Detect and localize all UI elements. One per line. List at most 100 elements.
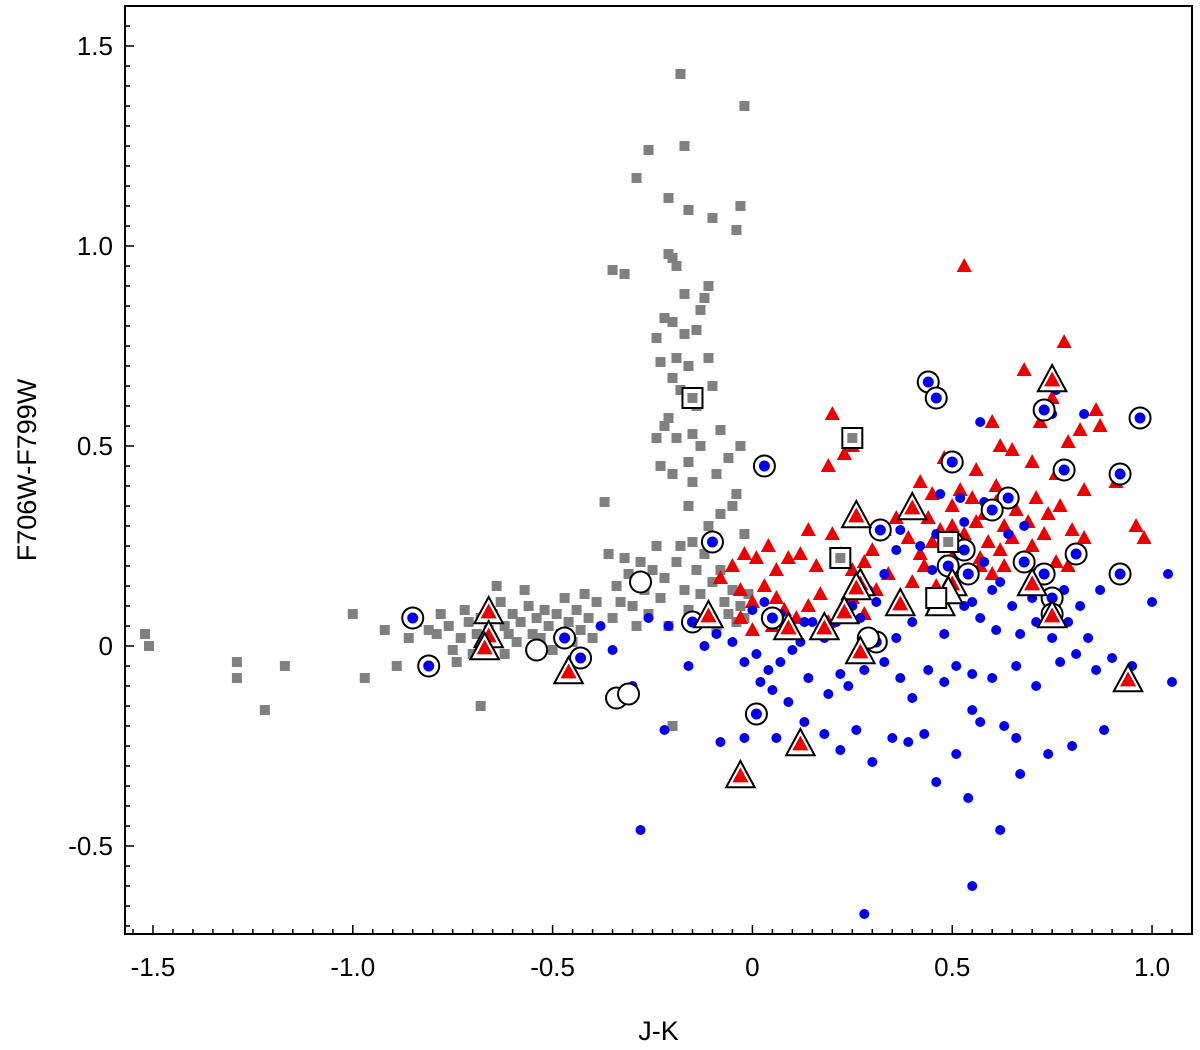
- grey-square-point: [587, 633, 598, 643]
- red-triangle-point: [1024, 538, 1040, 552]
- ringed-square-point: [847, 433, 858, 443]
- ringed-circle-point: [407, 612, 419, 624]
- ringed-triangle-point: [1044, 371, 1061, 387]
- blue-circle-point: [975, 717, 986, 727]
- grey-square-point: [739, 101, 750, 111]
- grey-square-point: [703, 353, 714, 363]
- ringed-triangle-point: [892, 595, 909, 611]
- red-triangle-point: [1092, 418, 1108, 432]
- blue-circle-point: [843, 681, 854, 691]
- y-tick-label: 0.5: [77, 431, 113, 461]
- grey-square-point: [579, 589, 590, 599]
- grey-square-point: [695, 441, 706, 451]
- red-triangle-point: [732, 610, 749, 624]
- ringed-circle-point: [946, 456, 958, 468]
- x-tick-label: 0.5: [934, 952, 970, 982]
- blue-circle-point: [939, 677, 950, 687]
- red-triangle-point: [824, 406, 840, 420]
- open-circle-point: [525, 638, 549, 662]
- grey-square-point: [683, 605, 694, 615]
- grey-square-point: [543, 621, 554, 631]
- grey-square-point: [443, 621, 454, 631]
- grey-square-point: [559, 593, 570, 603]
- ringed-circle-point: [758, 460, 770, 472]
- red-triangle-point: [968, 514, 984, 528]
- grey-square-point: [651, 333, 662, 343]
- grey-square-point: [139, 629, 150, 639]
- blue-circle-point: [967, 881, 978, 891]
- red-triangle-point: [1088, 402, 1104, 416]
- blue-circle-point: [915, 541, 926, 551]
- ringed-circle-point: [962, 568, 974, 580]
- red-triangle-point: [780, 550, 796, 564]
- red-triangle-point: [964, 490, 980, 504]
- ringed-circle-point: [922, 376, 934, 388]
- blue-circle-point: [959, 517, 970, 527]
- grey-square-point: [527, 629, 538, 639]
- blue-circle-point: [659, 725, 670, 735]
- grey-square-point: [727, 501, 738, 511]
- grey-square-point: [687, 477, 698, 487]
- blue-circle-point: [999, 721, 1010, 731]
- y-tick-label: 0: [99, 631, 113, 661]
- open-circle-point: [617, 682, 641, 706]
- grey-square-point: [359, 673, 370, 683]
- red-triangle-point: [760, 538, 776, 552]
- ringed-triangle-point: [816, 619, 833, 635]
- ringed-triangle-point: [904, 499, 921, 515]
- grey-square-point: [679, 289, 690, 299]
- blue-circle-point: [951, 661, 962, 671]
- blue-circle-point: [879, 657, 890, 667]
- grey-square-point: [571, 605, 582, 615]
- red-triangle-point: [800, 598, 816, 612]
- grey-square-point: [675, 69, 686, 79]
- blue-circle-point: [851, 725, 862, 735]
- red-triangle-point: [984, 414, 1000, 428]
- grey-square-point: [703, 521, 714, 531]
- red-triangle-point: [1052, 498, 1068, 512]
- blue-circle-point: [891, 545, 902, 555]
- grey-square-point: [511, 637, 522, 647]
- grey-square-point: [679, 585, 690, 595]
- blue-circle-point: [903, 737, 914, 747]
- blue-circle-point: [767, 685, 778, 695]
- grey-square-point: [651, 433, 662, 443]
- red-triangle-point: [768, 562, 784, 576]
- grey-square-point: [635, 557, 646, 567]
- grey-square-point: [707, 381, 718, 391]
- ringed-circle-point: [750, 708, 762, 720]
- grey-square-point: [603, 549, 614, 559]
- grey-square-point: [535, 633, 546, 643]
- blue-circle-point: [927, 565, 938, 575]
- red-triangle-point: [968, 462, 984, 476]
- blue-circle-point: [923, 665, 934, 675]
- ringed-square-point: [943, 537, 954, 547]
- ringed-circle-point: [1070, 548, 1082, 560]
- ringed-triangle-point: [476, 639, 493, 655]
- grey-square-point: [607, 613, 618, 623]
- blue-circle-point: [979, 557, 990, 567]
- grey-square-point: [615, 597, 626, 607]
- blue-circle-point: [1007, 601, 1018, 611]
- grey-square-point: [723, 609, 734, 619]
- grey-square-point: [563, 617, 574, 627]
- blue-circle-point: [807, 617, 818, 627]
- grey-square-point: [679, 141, 690, 151]
- ringed-triangle-point: [836, 603, 853, 619]
- red-triangle-point: [988, 478, 1004, 492]
- ringed-triangle-point: [848, 507, 865, 523]
- grey-square-point: [547, 645, 558, 655]
- red-triangle-point: [712, 570, 729, 584]
- grey-square-point: [671, 261, 682, 271]
- grey-square-point: [599, 497, 610, 507]
- grey-square-point: [715, 425, 726, 435]
- blue-circle-point: [823, 689, 834, 699]
- ringed-circle-point: [942, 560, 954, 572]
- blue-circle-point: [771, 733, 782, 743]
- blue-circle-point: [859, 665, 870, 675]
- red-triangle-point: [924, 534, 940, 548]
- red-triangle-point: [900, 530, 916, 544]
- grey-square-point: [523, 601, 534, 611]
- grey-square-point: [459, 605, 470, 615]
